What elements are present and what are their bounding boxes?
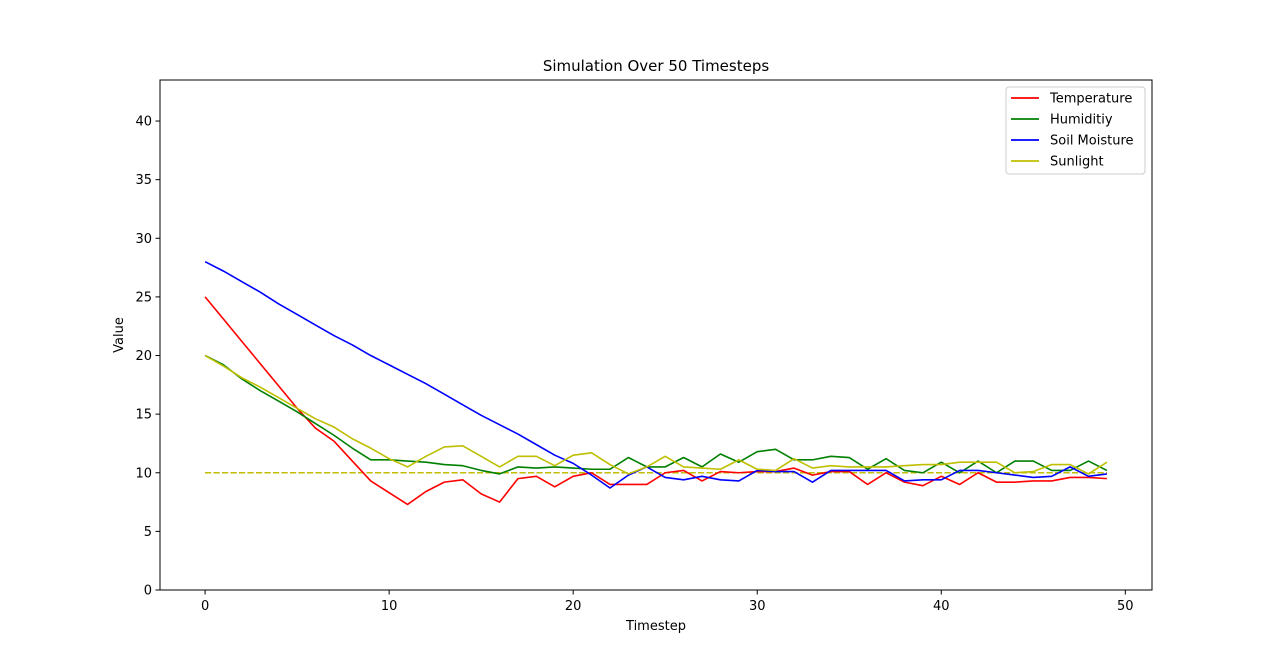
legend-label-temperature: Temperature xyxy=(1049,92,1132,107)
y-tick-label: 0 xyxy=(144,584,152,599)
x-tick-label: 30 xyxy=(749,599,766,614)
y-tick-label: 40 xyxy=(135,115,152,130)
y-tick-label: 35 xyxy=(135,173,152,188)
x-tick-label: 20 xyxy=(565,599,582,614)
y-tick-label: 30 xyxy=(135,232,152,247)
y-tick-label: 5 xyxy=(144,525,152,540)
series-line-sunlight xyxy=(204,354,1108,475)
series-line-temperature xyxy=(204,296,1107,506)
axis-ticks: 0 10 20 30 40 50 0 5 10 15 20 25 30 35 40 xyxy=(135,115,1133,614)
y-tick-label: 20 xyxy=(135,349,152,364)
x-tick-label: 10 xyxy=(381,599,398,614)
series-line-soil-moisture xyxy=(204,261,1108,489)
plot-area xyxy=(204,261,1108,506)
y-tick-label: 25 xyxy=(135,290,152,305)
x-tick-label: 40 xyxy=(933,599,950,614)
x-tick-label: 0 xyxy=(201,599,209,614)
legend-label-soil-moisture: Soil Moisture xyxy=(1050,134,1134,149)
y-axis-title: Value xyxy=(112,317,127,353)
axes-frame xyxy=(159,79,1153,591)
series-line-humiditiy xyxy=(204,354,1108,475)
x-axis-title: Timestep xyxy=(625,619,686,634)
y-tick-label: 15 xyxy=(135,408,152,423)
legend-label-humiditiy: Humiditiy xyxy=(1050,113,1113,128)
chart-title: Simulation Over 50 Timesteps xyxy=(543,57,770,75)
y-tick-label: 10 xyxy=(135,466,152,481)
legend-box xyxy=(1005,86,1146,175)
legend-label-sunlight: Sunlight xyxy=(1050,155,1104,170)
x-tick-label: 50 xyxy=(1117,599,1134,614)
legend: Temperature Humiditiy Soil Moisture Sunligh… xyxy=(1005,86,1146,175)
